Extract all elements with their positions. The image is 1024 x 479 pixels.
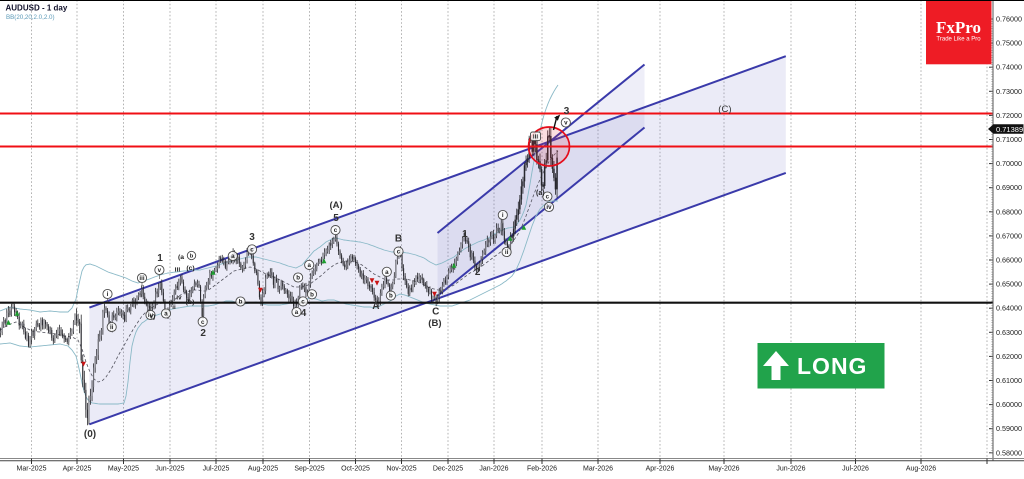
svg-text:c: c (250, 247, 254, 254)
svg-text:C: C (432, 306, 439, 317)
svg-text:a: a (231, 253, 235, 260)
svg-text:0.71389: 0.71389 (996, 125, 1023, 134)
svg-text:b: b (296, 275, 300, 282)
svg-text:Apr-2026: Apr-2026 (646, 466, 675, 473)
svg-text:iv: iv (176, 295, 182, 302)
svg-text:b: b (239, 299, 243, 306)
svg-text:Jul-2026: Jul-2026 (842, 466, 869, 473)
svg-text:0.63000: 0.63000 (996, 328, 1022, 337)
svg-text:0.74000: 0.74000 (996, 63, 1022, 72)
svg-text:2: 2 (200, 328, 206, 339)
svg-text:(c): (c) (186, 265, 194, 272)
svg-text:Jun-2025: Jun-2025 (155, 466, 184, 473)
svg-text:Jun-2026: Jun-2026 (776, 466, 805, 473)
svg-text:FxPro: FxPro (936, 18, 981, 37)
svg-text:(a): (a) (536, 190, 545, 197)
svg-text:0.72000: 0.72000 (996, 111, 1022, 120)
svg-text:Oct-2025: Oct-2025 (341, 466, 370, 473)
svg-text:Apr-2025: Apr-2025 (63, 466, 92, 473)
svg-text:Trade Like a Pro: Trade Like a Pro (936, 37, 981, 43)
svg-text:c: c (201, 319, 205, 326)
svg-text:v: v (564, 120, 568, 127)
svg-text:0.76000: 0.76000 (996, 15, 1022, 24)
svg-text:Aug-2025: Aug-2025 (248, 466, 278, 473)
svg-text:0.67000: 0.67000 (996, 231, 1022, 240)
svg-text:a: a (295, 309, 299, 316)
svg-text:a: a (385, 269, 389, 276)
svg-text:0.71000: 0.71000 (996, 135, 1022, 144)
svg-text:ii: ii (505, 249, 509, 256)
svg-text:Feb-2026: Feb-2026 (527, 466, 557, 473)
svg-text:0.68000: 0.68000 (996, 207, 1022, 216)
svg-text:(a: (a (178, 254, 184, 261)
svg-text:Mar-2026: Mar-2026 (583, 466, 613, 473)
svg-text:0.75000: 0.75000 (996, 39, 1022, 48)
svg-text:4: 4 (301, 308, 307, 319)
svg-text:May-2026: May-2026 (708, 466, 739, 473)
svg-text:1: 1 (157, 253, 163, 264)
svg-text:Dec-2025: Dec-2025 (433, 466, 463, 473)
svg-text:b: b (389, 293, 393, 300)
svg-text:Jul-2025: Jul-2025 (203, 466, 230, 473)
svg-text:iv: iv (546, 204, 552, 211)
svg-text:c: c (546, 194, 550, 201)
svg-text:0.66000: 0.66000 (996, 256, 1022, 265)
svg-text:ii: ii (172, 304, 176, 311)
svg-text:LONG: LONG (797, 353, 867, 379)
svg-text:Sep-2025: Sep-2025 (294, 466, 324, 473)
svg-text:A: A (372, 301, 379, 312)
svg-text:0.69000: 0.69000 (996, 183, 1022, 192)
svg-text:iii: iii (139, 275, 144, 282)
svg-text:i: i (502, 212, 504, 219)
svg-text:0.64000: 0.64000 (996, 304, 1022, 313)
svg-text:v: v (158, 267, 162, 274)
svg-text:iv: iv (148, 312, 154, 319)
svg-text:0.70000: 0.70000 (996, 159, 1022, 168)
svg-text:3: 3 (564, 106, 570, 117)
svg-text:0.62000: 0.62000 (996, 352, 1022, 361)
svg-text:i: i (107, 291, 109, 298)
svg-text:iii: iii (175, 267, 181, 274)
svg-text:Nov-2025: Nov-2025 (386, 466, 416, 473)
svg-text:5: 5 (333, 213, 339, 224)
svg-text:v): v) (150, 314, 156, 321)
svg-text:Jan-2026: Jan-2026 (479, 466, 508, 473)
svg-text:2: 2 (475, 267, 481, 278)
svg-text:(B): (B) (428, 318, 441, 329)
svg-text:BB(20,20,2.0,2.0): BB(20,20,2.0,2.0) (6, 14, 55, 21)
svg-text:0.60000: 0.60000 (996, 400, 1022, 409)
svg-text:b: b (190, 254, 194, 260)
svg-text:3: 3 (249, 232, 255, 243)
svg-text:0.58000: 0.58000 (996, 448, 1022, 457)
svg-text:b: b (310, 291, 314, 298)
svg-text:Mar-2025: Mar-2025 (17, 466, 47, 473)
svg-text:Aug-2026: Aug-2026 (906, 466, 936, 473)
svg-text:a: a (164, 311, 168, 318)
svg-text:0.65000: 0.65000 (996, 280, 1022, 289)
svg-text:iii: iii (533, 134, 538, 141)
svg-text:B: B (395, 234, 402, 245)
svg-text:ii: ii (110, 324, 114, 331)
svg-text:0.59000: 0.59000 (996, 424, 1022, 433)
svg-text:c: c (301, 299, 305, 306)
svg-text:AUDUSD - 1 day: AUDUSD - 1 day (6, 4, 68, 13)
svg-text:(0): (0) (84, 429, 96, 440)
svg-text:(b): (b) (186, 299, 195, 306)
svg-text:(C): (C) (718, 104, 731, 115)
svg-text:a: a (307, 262, 311, 269)
svg-text:(A): (A) (329, 200, 342, 211)
svg-text:May-2025: May-2025 (108, 466, 139, 473)
svg-text:1: 1 (462, 229, 468, 240)
svg-text:0.73000: 0.73000 (996, 87, 1022, 96)
svg-text:c: c (397, 249, 401, 256)
svg-text:0.61000: 0.61000 (996, 376, 1022, 385)
svg-text:c: c (334, 227, 338, 234)
